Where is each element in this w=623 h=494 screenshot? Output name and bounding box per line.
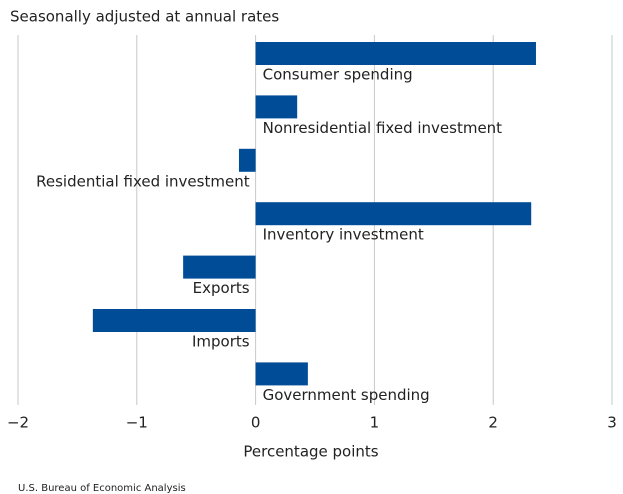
x-tick-label: −1 <box>126 414 148 432</box>
category-label: Residential fixed investment <box>36 172 250 190</box>
category-label: Government spending <box>263 386 430 404</box>
x-tick-label: 2 <box>488 414 498 432</box>
category-label: Consumer spending <box>263 66 413 84</box>
x-tick-label: 0 <box>251 414 261 432</box>
category-label: Exports <box>193 279 250 297</box>
bar <box>255 362 308 386</box>
category-label: Imports <box>192 333 250 351</box>
bar <box>255 95 298 119</box>
category-label: Inventory investment <box>263 226 424 244</box>
x-tick-label: 1 <box>370 414 380 432</box>
bar <box>255 42 536 65</box>
source: U.S. Bureau of Economic Analysis <box>18 483 186 494</box>
category-label: Nonresidential fixed investment <box>263 119 503 137</box>
x-tick-label: −2 <box>7 414 29 432</box>
x-axis-label: Percentage points <box>243 443 378 461</box>
bar <box>183 255 256 279</box>
x-tick-label: 3 <box>607 414 617 432</box>
chart-subtitle: Seasonally adjusted at annual rates <box>10 8 279 26</box>
bar <box>92 309 256 332</box>
bar <box>255 202 532 226</box>
bar <box>238 148 256 172</box>
